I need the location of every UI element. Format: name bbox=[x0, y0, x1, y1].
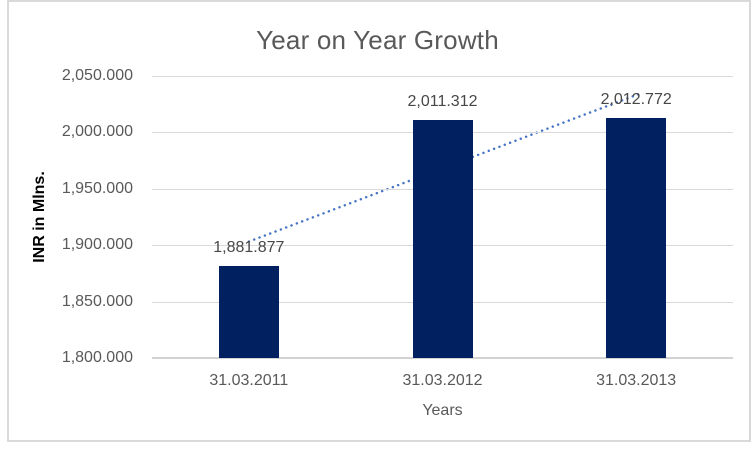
chart-title: Year on Year Growth bbox=[256, 25, 499, 55]
x-tick-label: 31.03.2012 bbox=[402, 372, 483, 389]
gridline bbox=[152, 357, 733, 359]
bar-31.03.2013 bbox=[606, 117, 667, 358]
y-tick-label: 2,050.000 bbox=[61, 67, 133, 84]
data-label: 2,011.312 bbox=[407, 92, 478, 110]
x-axis-title: Years bbox=[422, 402, 463, 419]
x-tick-label: 31.03.2013 bbox=[596, 372, 677, 389]
bar-31.03.2012 bbox=[412, 119, 473, 358]
y-tick-label: 1,950.000 bbox=[61, 179, 133, 197]
y-tick-label: 1,900.000 bbox=[61, 236, 133, 254]
data-label: 2,012.772 bbox=[600, 90, 672, 108]
data-label: 1,881.877 bbox=[213, 238, 285, 256]
y-tick-label: 1,850.000 bbox=[61, 292, 133, 310]
bar-31.03.2011 bbox=[218, 265, 279, 358]
gridline bbox=[152, 76, 733, 77]
y-tick-label: 2,000.000 bbox=[61, 123, 133, 141]
y-tick-label: 1,800.000 bbox=[61, 349, 133, 366]
x-tick-label: 31.03.2011 bbox=[209, 372, 289, 389]
